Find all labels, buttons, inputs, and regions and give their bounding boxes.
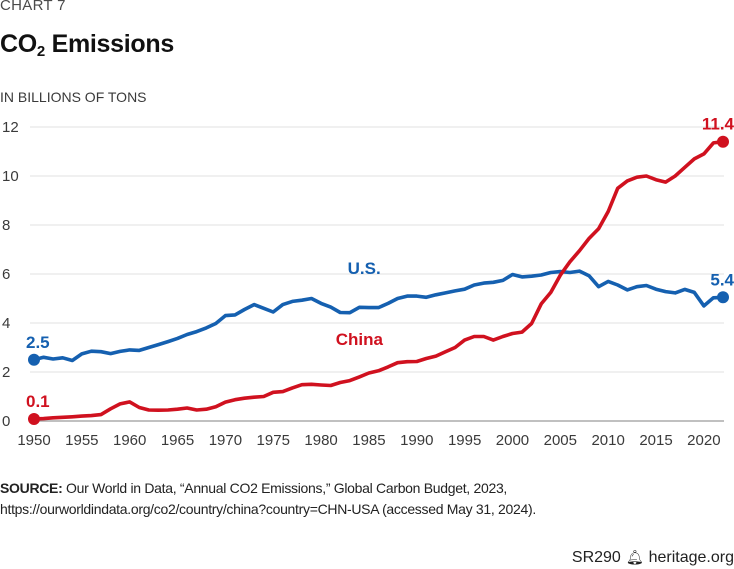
y-tick-label: 0 [2, 413, 10, 430]
chart-title: CO2 Emissions [0, 30, 174, 59]
unit-label: IN BILLIONS OF TONS [0, 89, 147, 105]
start-marker-china [28, 413, 40, 426]
end-marker-china [717, 135, 729, 148]
x-tick-label: 2000 [496, 432, 529, 449]
x-tick-label: 1960 [113, 432, 146, 449]
x-tick-label: 1970 [209, 432, 242, 449]
source-label: SOURCE: [0, 480, 63, 496]
x-tick-label: 2020 [687, 432, 720, 449]
site-link[interactable]: heritage.org [648, 549, 734, 566]
x-tick-label: 2015 [639, 432, 672, 449]
liberty-bell-icon: 🔔︎ [625, 549, 644, 565]
series-line-china [32, 139, 725, 421]
y-tick-label: 10 [2, 168, 19, 185]
footer: SR290 🔔︎ heritage.org [572, 549, 734, 567]
x-tick-label: 2010 [591, 432, 624, 449]
title-co: CO [0, 30, 37, 58]
title-rest: Emissions [44, 30, 175, 58]
y-tick-label: 2 [2, 364, 10, 381]
series-annotations: 2.5 5.4 0.1 11.4 U.S. China [26, 115, 734, 411]
x-tick-label: 1995 [448, 432, 481, 449]
value-annotation: 5.4 [710, 270, 734, 289]
end-marker-us [717, 291, 729, 304]
x-tick-label: 1955 [65, 432, 98, 449]
start-marker-us [28, 353, 40, 366]
report-id: SR290 [571, 549, 621, 566]
x-tick-label: 1990 [400, 432, 433, 449]
source-text: Our World in Data, “Annual CO2 Emissions… [62, 480, 508, 496]
value-annotation: 11.4 [702, 115, 734, 134]
value-annotation: 2.5 [26, 333, 50, 352]
x-tick-label: 1975 [257, 432, 290, 449]
value-annotation: 0.1 [26, 392, 50, 411]
x-axis-ticks: 1950 1955 1960 1965 1970 1975 1980 1985 1990 1995… [17, 432, 720, 449]
x-tick-label: 1965 [161, 432, 194, 449]
y-axis-ticks: 0 2 4 6 8 10 12 [2, 119, 19, 430]
y-tick-label: 6 [2, 266, 10, 283]
title-subscript: 2 [36, 43, 45, 60]
x-tick-label: 1985 [352, 432, 385, 449]
x-tick-label: 1950 [17, 432, 50, 449]
x-tick-label: 1980 [304, 432, 337, 449]
source-url[interactable]: https://ourworldindata.org/co2/country/c… [0, 501, 536, 517]
series-label: U.S. [348, 259, 381, 278]
y-tick-label: 4 [2, 315, 10, 332]
source-note: SOURCE: Our World in Data, “Annual CO2 E… [0, 478, 536, 520]
series-line-us [32, 269, 725, 363]
series-label: China [336, 330, 384, 349]
y-tick-label: 8 [2, 217, 10, 234]
y-tick-label: 12 [2, 119, 19, 136]
chart-kicker: CHART 7 [0, 0, 66, 14]
series-lines [28, 135, 729, 426]
x-tick-label: 2005 [544, 432, 577, 449]
